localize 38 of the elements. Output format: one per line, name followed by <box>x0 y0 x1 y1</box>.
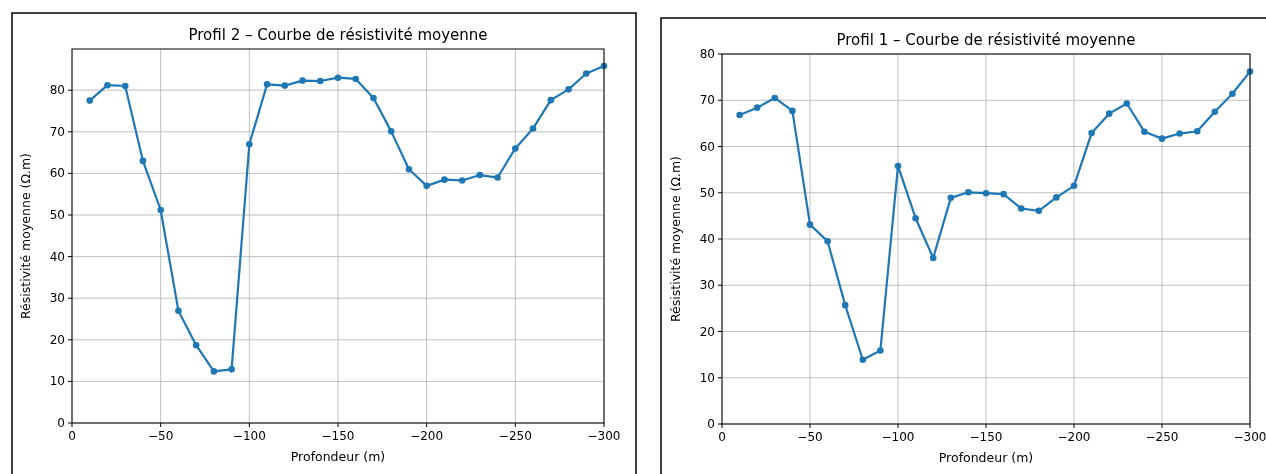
x-tick-label: 0 <box>68 429 76 443</box>
chart-title: Profil 1 – Courbe de résistivité moyenne <box>836 31 1136 49</box>
y-tick-label: 70 <box>699 93 715 108</box>
x-tick-label: −100 <box>232 429 266 443</box>
x-tick-label: −200 <box>1057 430 1091 444</box>
x-axis-title: Profondeur (m) <box>938 450 1034 465</box>
x-tick-label: −150 <box>969 430 1003 444</box>
chart-title: Profil 2 – Courbe de résistivité moyenne <box>188 26 488 44</box>
x-tick-label: −100 <box>881 430 915 444</box>
x-tick-label: −250 <box>1145 430 1179 444</box>
y-tick-label: 0 <box>57 416 65 430</box>
y-tick-label: 70 <box>49 124 65 139</box>
y-tick-label: 40 <box>49 249 65 264</box>
y-tick-label: 10 <box>699 370 715 385</box>
y-tick-label: 20 <box>699 324 715 339</box>
y-axis-title: Résistivité moyenne (Ω.m) <box>668 156 683 322</box>
y-tick-label: 80 <box>699 47 715 61</box>
y-tick-label: 30 <box>49 291 65 306</box>
x-tick-label: −300 <box>1233 430 1266 444</box>
y-tick-label: 50 <box>699 185 715 200</box>
y-tick-label: 60 <box>699 139 715 154</box>
y-tick-label: 50 <box>49 207 65 222</box>
x-tick-label: −150 <box>321 429 355 443</box>
x-tick-label: 0 <box>718 430 726 444</box>
y-axis-title: Résistivité moyenne (Ω.m) <box>18 153 33 319</box>
x-tick-label: −300 <box>587 429 621 443</box>
y-tick-label: 20 <box>49 332 65 347</box>
x-tick-label: −50 <box>797 430 823 444</box>
x-tick-label: −250 <box>498 429 532 443</box>
y-tick-label: 40 <box>699 232 715 246</box>
y-tick-label: 0 <box>707 417 715 431</box>
x-axis-title: Profondeur (m) <box>290 449 386 464</box>
y-tick-label: 30 <box>699 278 715 293</box>
y-tick-label: 80 <box>49 83 65 98</box>
x-tick-label: −200 <box>410 429 444 443</box>
y-tick-label: 10 <box>49 374 65 389</box>
y-tick-label: 60 <box>49 166 65 181</box>
x-tick-label: −50 <box>148 429 174 443</box>
